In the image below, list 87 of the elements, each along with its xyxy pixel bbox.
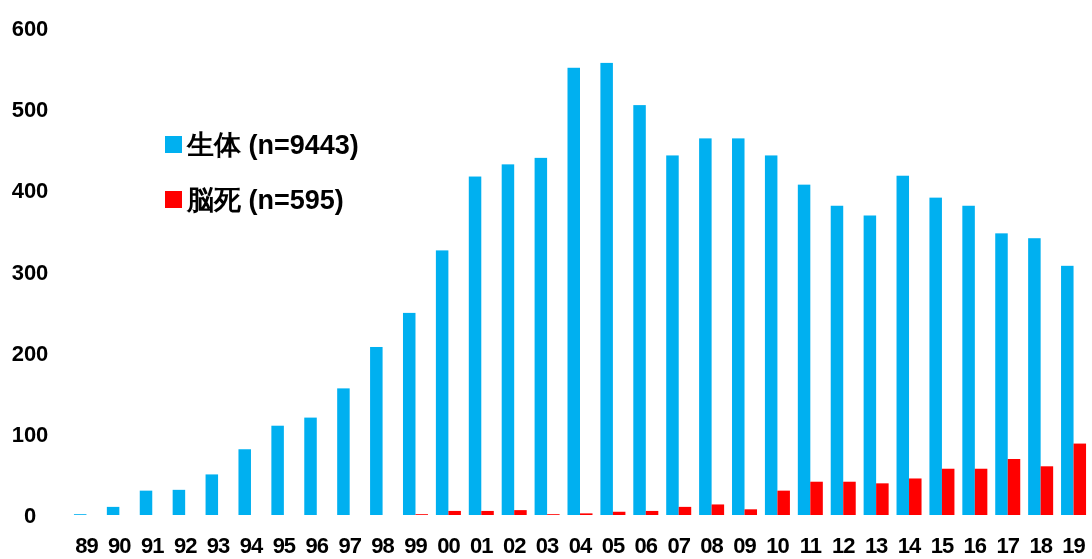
x-tick-label: 18 xyxy=(1029,533,1053,558)
x-tick-label: 14 xyxy=(897,533,923,558)
x-tick-label: 93 xyxy=(206,533,231,558)
y-tick-label: 200 xyxy=(11,340,49,366)
bar xyxy=(402,312,416,515)
x-tick-label: 89 xyxy=(75,533,99,558)
x-tick-label: 05 xyxy=(601,533,625,558)
bar xyxy=(1028,238,1041,515)
bar xyxy=(909,478,922,515)
bar xyxy=(941,468,955,515)
x-tick-label: 92 xyxy=(173,533,198,558)
y-tick-label: 500 xyxy=(11,97,49,123)
x-tick-label: 13 xyxy=(864,533,889,558)
bar xyxy=(711,504,725,515)
bar xyxy=(567,67,580,515)
x-tick-label: 98 xyxy=(371,533,395,558)
bar xyxy=(238,449,251,515)
x-tick-label: 94 xyxy=(239,533,264,558)
x-tick-label: 04 xyxy=(568,533,593,558)
x-tick-label: 00 xyxy=(437,533,461,558)
y-tick-label: 400 xyxy=(11,178,49,204)
bar xyxy=(666,155,679,515)
bar xyxy=(139,490,153,515)
bar xyxy=(1073,443,1087,515)
bar xyxy=(764,155,778,515)
bar xyxy=(481,510,494,515)
bar xyxy=(106,506,120,515)
x-tick-label: 96 xyxy=(305,533,329,558)
x-tick-label: 91 xyxy=(141,533,165,558)
x-tick-label: 99 xyxy=(404,533,428,558)
bar xyxy=(337,388,350,515)
x-tick-label: 97 xyxy=(338,533,362,558)
x-tick-label: 07 xyxy=(667,533,691,558)
bar xyxy=(468,176,482,515)
x-tick-label: 03 xyxy=(535,533,560,558)
x-tick-label: 12 xyxy=(831,533,856,558)
bar xyxy=(534,157,548,515)
x-tick-label: 10 xyxy=(766,533,790,558)
bar xyxy=(744,509,758,515)
bar xyxy=(974,468,988,515)
bar xyxy=(600,62,613,515)
bar xyxy=(929,197,942,515)
bar xyxy=(271,425,284,515)
bar xyxy=(810,481,823,515)
bar xyxy=(678,506,692,515)
bar xyxy=(830,205,844,515)
bar xyxy=(501,164,515,515)
x-tick-label: 15 xyxy=(930,533,954,558)
bar xyxy=(205,474,219,515)
bar xyxy=(876,483,889,515)
bar xyxy=(995,233,1008,515)
bar xyxy=(777,490,790,515)
bar xyxy=(699,138,712,515)
bar xyxy=(435,250,449,515)
y-tick-label: 0 xyxy=(23,503,37,528)
bar xyxy=(843,481,856,515)
x-tick-label: 02 xyxy=(502,533,527,558)
bar xyxy=(448,510,461,515)
bar xyxy=(633,105,646,515)
bar xyxy=(896,175,910,515)
bar xyxy=(797,184,811,515)
bar xyxy=(172,489,186,515)
x-tick-label: 95 xyxy=(272,533,296,558)
bar xyxy=(1061,265,1074,515)
x-tick-label: 16 xyxy=(963,533,987,558)
bar xyxy=(863,215,877,515)
x-tick-label: 09 xyxy=(733,533,757,558)
y-tick-label: 100 xyxy=(11,421,49,447)
x-tick-label: 08 xyxy=(700,533,724,558)
x-tick-label: 11 xyxy=(799,533,822,558)
x-tick-label: 90 xyxy=(108,533,132,558)
y-tick-label: 600 xyxy=(11,16,49,41)
x-tick-label: 19 xyxy=(1062,533,1086,558)
bar xyxy=(370,346,383,515)
bar xyxy=(732,138,745,515)
bar xyxy=(304,417,317,515)
bar xyxy=(962,205,975,515)
bar xyxy=(1040,466,1054,515)
bar xyxy=(645,510,659,515)
bar xyxy=(1007,459,1021,515)
x-tick-label: 01 xyxy=(470,533,494,558)
y-tick-label: 300 xyxy=(11,259,49,285)
bar xyxy=(514,510,527,515)
legend-label: 生体 (n=9443) xyxy=(186,130,359,160)
legend-label: 脳死 (n=595) xyxy=(186,185,344,215)
x-tick-label: 17 xyxy=(996,533,1020,558)
x-tick-label: 06 xyxy=(634,533,658,558)
